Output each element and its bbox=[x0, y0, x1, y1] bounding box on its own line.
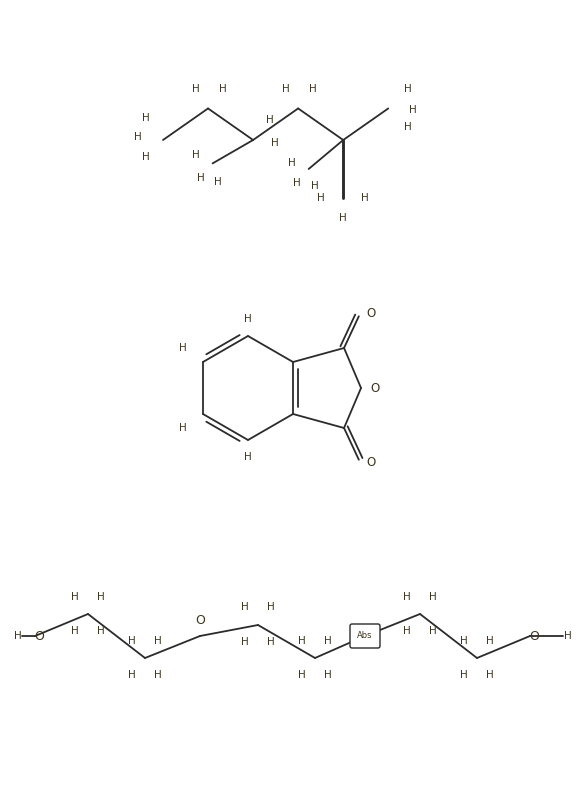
FancyBboxPatch shape bbox=[350, 624, 380, 648]
Text: H: H bbox=[564, 631, 572, 641]
Text: O: O bbox=[195, 615, 205, 627]
Text: H: H bbox=[267, 602, 275, 612]
Text: H: H bbox=[293, 178, 300, 188]
Text: H: H bbox=[244, 452, 252, 462]
Text: H: H bbox=[429, 592, 437, 602]
Text: H: H bbox=[460, 670, 468, 680]
Text: H: H bbox=[311, 181, 319, 191]
Text: Abs: Abs bbox=[358, 631, 373, 641]
Text: H: H bbox=[486, 670, 494, 680]
Text: H: H bbox=[409, 106, 417, 116]
Text: H: H bbox=[429, 626, 437, 636]
Text: O: O bbox=[34, 630, 44, 644]
Text: H: H bbox=[97, 592, 105, 602]
Text: H: H bbox=[362, 193, 369, 203]
Text: H: H bbox=[128, 670, 136, 680]
Text: H: H bbox=[298, 636, 306, 646]
Text: H: H bbox=[244, 314, 252, 324]
Text: H: H bbox=[219, 84, 227, 95]
Text: H: H bbox=[318, 193, 325, 203]
Text: H: H bbox=[460, 636, 468, 646]
Text: H: H bbox=[192, 84, 200, 95]
Text: H: H bbox=[142, 113, 150, 123]
Text: O: O bbox=[529, 630, 539, 642]
Text: H: H bbox=[266, 115, 274, 125]
Text: H: H bbox=[282, 84, 290, 95]
Text: H: H bbox=[14, 631, 22, 641]
Text: H: H bbox=[403, 592, 411, 602]
Text: H: H bbox=[71, 592, 79, 602]
Text: H: H bbox=[267, 637, 275, 647]
Text: H: H bbox=[192, 151, 199, 161]
Text: H: H bbox=[339, 213, 347, 223]
Text: H: H bbox=[324, 636, 332, 646]
Text: H: H bbox=[405, 84, 412, 95]
Text: H: H bbox=[309, 84, 317, 95]
Text: O: O bbox=[370, 381, 380, 395]
Text: O: O bbox=[366, 307, 376, 320]
Text: H: H bbox=[214, 177, 222, 188]
Text: O: O bbox=[366, 456, 376, 469]
Text: H: H bbox=[405, 122, 412, 132]
Text: H: H bbox=[134, 132, 142, 142]
Text: H: H bbox=[241, 637, 249, 647]
Text: H: H bbox=[324, 670, 332, 680]
Text: H: H bbox=[71, 626, 79, 636]
Text: H: H bbox=[486, 636, 494, 646]
Text: H: H bbox=[298, 670, 306, 680]
Text: H: H bbox=[154, 670, 162, 680]
Text: H: H bbox=[154, 636, 162, 646]
Text: H: H bbox=[271, 138, 279, 148]
Text: H: H bbox=[97, 626, 105, 636]
Text: H: H bbox=[197, 173, 205, 184]
Text: H: H bbox=[403, 626, 411, 636]
Text: H: H bbox=[142, 152, 150, 162]
Text: H: H bbox=[288, 158, 296, 168]
Text: H: H bbox=[241, 602, 249, 612]
Text: H: H bbox=[179, 343, 187, 353]
Text: H: H bbox=[128, 636, 136, 646]
Text: H: H bbox=[179, 423, 187, 433]
